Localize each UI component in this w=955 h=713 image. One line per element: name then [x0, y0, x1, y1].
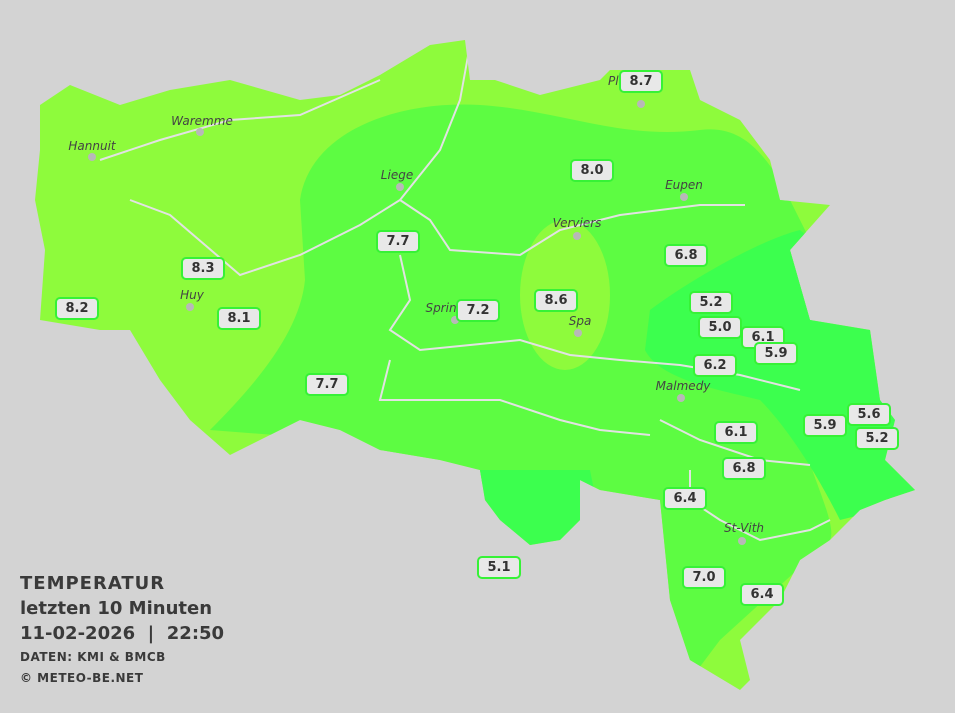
city-label: Liege [380, 168, 414, 182]
city-label: Sprin [425, 301, 457, 315]
city-label: Huy [180, 288, 204, 302]
legend-copyright: © METEO-BE.NET [20, 671, 144, 685]
station-temperature: 6.1 [714, 421, 758, 444]
city-marker [88, 153, 96, 161]
city-marker [396, 183, 404, 191]
city-label: Eupen [665, 178, 703, 192]
city-label: Spa [568, 314, 592, 328]
legend-title: TEMPERATUR [20, 573, 166, 594]
legend: TEMPERATUR letzten 10 Minuten 11-02-2026… [20, 572, 224, 689]
station-temperature: 5.2 [855, 427, 899, 450]
station-temperature: 8.2 [55, 297, 99, 320]
station-temperature: 7.7 [305, 373, 349, 396]
city-marker [677, 394, 685, 402]
legend-source: DATEN: KMI & BMCB [20, 650, 166, 664]
station-temperature: 8.3 [181, 257, 225, 280]
city-marker [573, 232, 581, 240]
city-label: Malmedy [655, 379, 711, 393]
station-temperature: 5.6 [847, 403, 891, 426]
city-label: Waremme [171, 114, 233, 128]
station-temperature: 8.1 [217, 307, 261, 330]
station-temperature: 8.7 [619, 70, 663, 93]
station-temperature: 5.9 [803, 414, 847, 437]
station-temperature: 5.0 [698, 316, 742, 339]
city-label: St-Vith [723, 521, 765, 535]
zone-cool-south [470, 470, 600, 560]
station-temperature: 8.6 [534, 289, 578, 312]
station-temperature: 8.0 [570, 159, 614, 182]
city-label: Hannuit [68, 139, 116, 153]
station-temperature: 7.0 [682, 566, 726, 589]
station-temperature: 6.4 [663, 487, 707, 510]
city-marker [186, 303, 194, 311]
city-marker [451, 316, 459, 324]
station-temperature: 6.4 [740, 583, 784, 606]
city-label: Verviers [552, 216, 602, 230]
city-marker [574, 329, 582, 337]
station-temperature: 7.7 [376, 230, 420, 253]
city-marker [196, 128, 204, 136]
legend-period: letzten 10 Minuten [20, 598, 213, 619]
station-temperature: 5.9 [754, 342, 798, 365]
station-temperature: 6.8 [664, 244, 708, 267]
city-marker [680, 193, 688, 201]
legend-datetime: 11-02-2026 | 22:50 [20, 623, 225, 644]
station-temperature: 7.2 [456, 299, 500, 322]
station-temperature: 5.1 [477, 556, 521, 579]
station-temperature: 6.8 [722, 457, 766, 480]
station-temperature: 5.2 [689, 291, 733, 314]
city-marker [738, 537, 746, 545]
station-temperature: 6.2 [693, 354, 737, 377]
city-marker [637, 100, 645, 108]
